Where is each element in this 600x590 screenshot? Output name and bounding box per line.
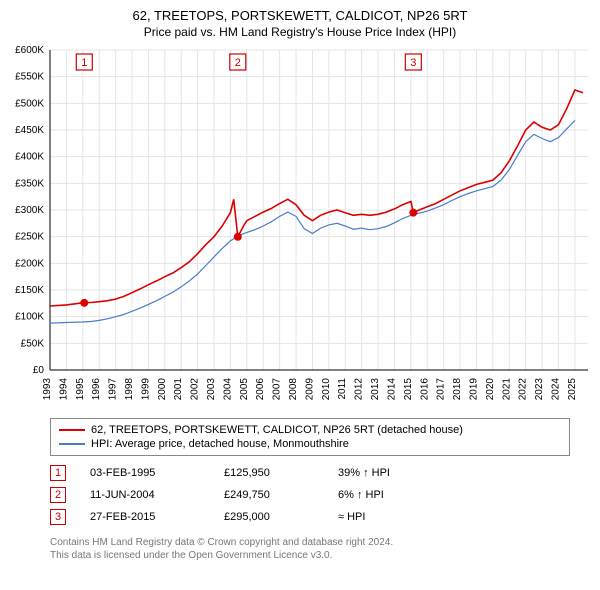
svg-text:2023: 2023 xyxy=(534,378,545,401)
footer-line: Contains HM Land Registry data © Crown c… xyxy=(50,536,570,549)
svg-text:£300K: £300K xyxy=(15,205,44,216)
svg-text:£400K: £400K xyxy=(15,152,44,163)
svg-text:2014: 2014 xyxy=(386,378,397,401)
svg-text:1995: 1995 xyxy=(75,378,86,401)
price-chart: £0 £50K £100K £150K £200K £250K £300K £350K £400… xyxy=(0,40,600,410)
svg-text:£250K: £250K xyxy=(15,232,44,243)
table-row: 1 03-FEB-1995 £125,950 39% ↑ HPI xyxy=(50,462,570,484)
svg-text:1999: 1999 xyxy=(140,378,151,401)
legend-label: 62, TREETOPS, PORTSKEWETT, CALDICOT, NP2… xyxy=(91,424,463,436)
sale-table: 1 03-FEB-1995 £125,950 39% ↑ HPI 2 11-JU… xyxy=(50,462,570,528)
svg-text:£0: £0 xyxy=(33,365,45,376)
svg-text:2008: 2008 xyxy=(288,378,299,401)
svg-text:1994: 1994 xyxy=(58,378,69,401)
svg-text:2009: 2009 xyxy=(304,378,315,401)
svg-text:2020: 2020 xyxy=(485,378,496,401)
marker-badge: 2 xyxy=(50,487,66,503)
svg-text:£600K: £600K xyxy=(15,45,44,56)
svg-text:£150K: £150K xyxy=(15,285,44,296)
svg-text:1: 1 xyxy=(81,57,87,69)
svg-text:£100K: £100K xyxy=(15,312,44,323)
sale-delta: ≈ HPI xyxy=(338,511,448,523)
sale-date: 11-JUN-2004 xyxy=(90,489,200,501)
svg-text:2024: 2024 xyxy=(550,378,561,401)
svg-text:2002: 2002 xyxy=(190,378,201,401)
svg-text:2003: 2003 xyxy=(206,378,217,401)
marker-badge: 1 xyxy=(50,465,66,481)
chart-title-block: 62, TREETOPS, PORTSKEWETT, CALDICOT, NP2… xyxy=(0,0,600,40)
svg-text:2000: 2000 xyxy=(157,378,168,401)
sale-price: £249,750 xyxy=(224,489,314,501)
title-line-1: 62, TREETOPS, PORTSKEWETT, CALDICOT, NP2… xyxy=(0,8,600,25)
svg-text:2021: 2021 xyxy=(501,378,512,401)
svg-text:2025: 2025 xyxy=(567,378,578,401)
svg-text:2013: 2013 xyxy=(370,378,381,401)
svg-text:2004: 2004 xyxy=(222,378,233,401)
svg-text:2012: 2012 xyxy=(354,378,365,401)
table-row: 2 11-JUN-2004 £249,750 6% ↑ HPI xyxy=(50,484,570,506)
legend-item: 62, TREETOPS, PORTSKEWETT, CALDICOT, NP2… xyxy=(59,423,561,437)
svg-text:2005: 2005 xyxy=(239,378,250,401)
svg-text:2016: 2016 xyxy=(419,378,430,401)
sale-delta: 39% ↑ HPI xyxy=(338,467,448,479)
sale-date: 27-FEB-2015 xyxy=(90,511,200,523)
svg-text:2006: 2006 xyxy=(255,378,266,401)
svg-text:1996: 1996 xyxy=(91,378,102,401)
svg-text:2015: 2015 xyxy=(403,378,414,401)
sale-date: 03-FEB-1995 xyxy=(90,467,200,479)
svg-text:1993: 1993 xyxy=(42,378,53,401)
svg-text:£50K: £50K xyxy=(21,339,45,350)
svg-text:£350K: £350K xyxy=(15,179,44,190)
svg-text:£550K: £550K xyxy=(15,72,44,83)
svg-text:3: 3 xyxy=(410,57,416,69)
sale-delta: 6% ↑ HPI xyxy=(338,489,448,501)
title-line-2: Price paid vs. HM Land Registry's House … xyxy=(0,25,600,41)
legend: 62, TREETOPS, PORTSKEWETT, CALDICOT, NP2… xyxy=(50,418,570,456)
svg-text:2019: 2019 xyxy=(468,378,479,401)
svg-text:1997: 1997 xyxy=(108,378,119,401)
legend-label: HPI: Average price, detached house, Monm… xyxy=(91,438,349,450)
sale-price: £125,950 xyxy=(224,467,314,479)
svg-text:£450K: £450K xyxy=(15,125,44,136)
svg-text:2: 2 xyxy=(235,57,241,69)
footer: Contains HM Land Registry data © Crown c… xyxy=(50,536,570,562)
legend-swatch xyxy=(59,443,85,445)
svg-text:2017: 2017 xyxy=(436,378,447,401)
svg-text:2007: 2007 xyxy=(272,378,283,401)
marker-badge: 3 xyxy=(50,509,66,525)
svg-text:2010: 2010 xyxy=(321,378,332,401)
svg-text:£200K: £200K xyxy=(15,259,44,270)
footer-line: This data is licensed under the Open Gov… xyxy=(50,549,570,562)
svg-text:2022: 2022 xyxy=(518,378,529,401)
legend-swatch xyxy=(59,429,85,431)
table-row: 3 27-FEB-2015 £295,000 ≈ HPI xyxy=(50,506,570,528)
legend-item: HPI: Average price, detached house, Monm… xyxy=(59,437,561,451)
sale-price: £295,000 xyxy=(224,511,314,523)
svg-text:2018: 2018 xyxy=(452,378,463,401)
svg-text:1998: 1998 xyxy=(124,378,135,401)
svg-text:2011: 2011 xyxy=(337,378,348,400)
svg-text:2001: 2001 xyxy=(173,378,184,401)
svg-text:£500K: £500K xyxy=(15,99,44,110)
